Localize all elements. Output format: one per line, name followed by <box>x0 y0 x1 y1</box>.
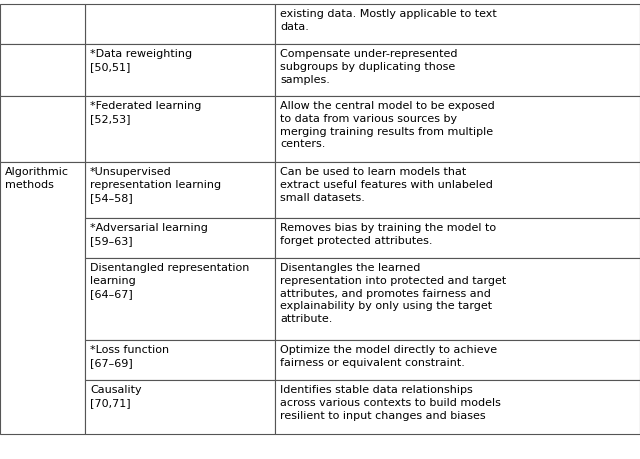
Text: Removes bias by training the model to
forget protected attributes.: Removes bias by training the model to fo… <box>280 223 496 245</box>
Text: Can be used to learn models that
extract useful features with unlabeled
small da: Can be used to learn models that extract… <box>280 167 493 202</box>
Bar <box>275 380 640 434</box>
Text: *Unsupervised
representation learning
[54–58]: *Unsupervised representation learning [5… <box>90 167 221 202</box>
Text: Disentangled representation
learning
[64–67]: Disentangled representation learning [64… <box>90 263 250 298</box>
Bar <box>275 258 640 340</box>
Bar <box>0 5 85 45</box>
Text: Compensate under-represented
subgroups by duplicating those
samples.: Compensate under-represented subgroups b… <box>280 49 458 84</box>
Bar <box>275 5 640 45</box>
Bar <box>85 97 275 162</box>
Text: Causality
[70,71]: Causality [70,71] <box>90 384 141 407</box>
Bar <box>275 162 640 218</box>
Bar <box>85 380 275 434</box>
Text: Identifies stable data relationships
across various contexts to build models
res: Identifies stable data relationships acr… <box>280 384 501 420</box>
Bar <box>275 97 640 162</box>
Bar <box>0 45 85 97</box>
Text: *Loss function
[67–69]: *Loss function [67–69] <box>90 344 169 367</box>
Bar <box>0 162 85 434</box>
Bar <box>85 162 275 218</box>
Text: Optimize the model directly to achieve
fairness or equivalent constraint.: Optimize the model directly to achieve f… <box>280 344 497 367</box>
Bar <box>275 218 640 258</box>
Bar <box>275 340 640 380</box>
Text: *Adversarial learning
[59–63]: *Adversarial learning [59–63] <box>90 223 208 245</box>
Text: Allow the central model to be exposed
to data from various sources by
merging tr: Allow the central model to be exposed to… <box>280 101 495 149</box>
Text: Disentangles the learned
representation into protected and target
attributes, an: Disentangles the learned representation … <box>280 263 506 324</box>
Bar <box>85 5 275 45</box>
Bar <box>85 340 275 380</box>
Bar <box>0 97 85 162</box>
Text: existing data. Mostly applicable to text
data.: existing data. Mostly applicable to text… <box>280 9 497 32</box>
Text: Algorithmic
methods: Algorithmic methods <box>5 167 69 190</box>
Text: *Data reweighting
[50,51]: *Data reweighting [50,51] <box>90 49 192 72</box>
Bar <box>85 258 275 340</box>
Bar <box>85 45 275 97</box>
Bar <box>275 45 640 97</box>
Text: *Federated learning
[52,53]: *Federated learning [52,53] <box>90 101 202 123</box>
Bar <box>85 218 275 258</box>
